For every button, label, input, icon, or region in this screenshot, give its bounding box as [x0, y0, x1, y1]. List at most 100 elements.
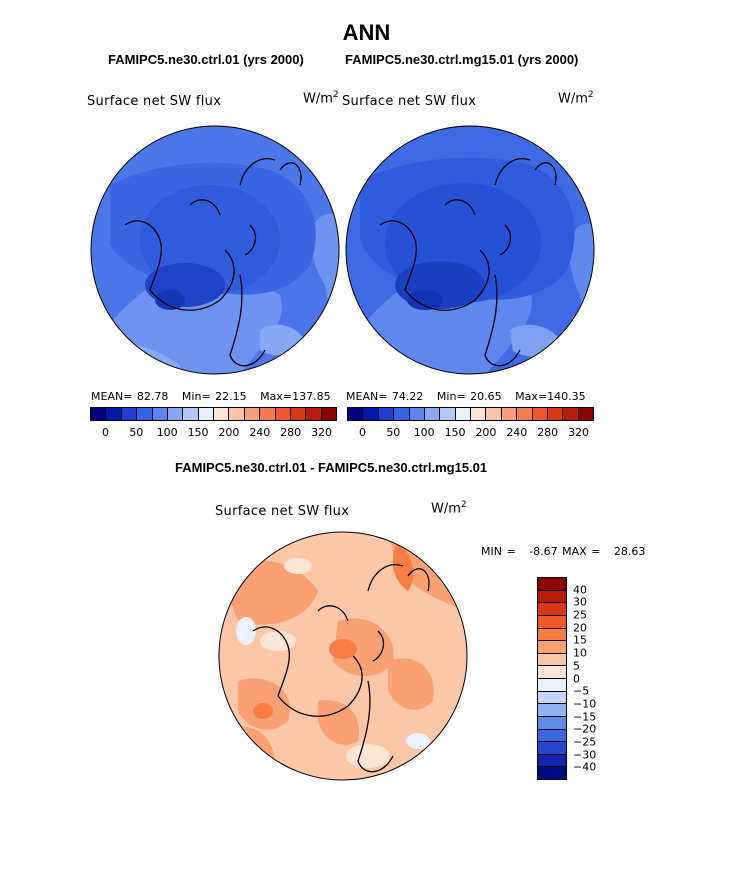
right-colorbar-swatch: [532, 408, 548, 420]
left-colorbar-labels: 0 50 100 150 200 240 280 320: [90, 426, 337, 440]
right-colorbar-swatch: [471, 408, 487, 420]
diff-colorbar-swatch: [538, 716, 566, 730]
diff-colorbar-tick-label: −10: [573, 697, 597, 711]
right-colorbar-swatch: [409, 408, 425, 420]
right-colorbar-tick-label: 150: [444, 426, 466, 439]
right-colorbar-tick-label: 0: [358, 426, 366, 439]
right-polar-map: [345, 125, 595, 375]
diff-colorbar-swatch: [538, 729, 566, 743]
left-colorbar-swatch: [137, 408, 153, 420]
right-colorbar-swatch: [363, 408, 379, 420]
left-colorbar-tick-label: 0: [101, 426, 109, 439]
left-case-label: FAMIPC5.ne30.ctrl.01 (yrs 2000): [108, 52, 304, 67]
right-unit: W/m2: [558, 90, 594, 107]
right-colorbar-labels: 0 50 100 150 200 240 280 320: [347, 426, 594, 440]
left-variable-title: Surface net SW flux: [87, 94, 222, 109]
right-colorbar-tick-label: 240: [506, 426, 528, 439]
diff-colorbar-tick-label: 25: [573, 608, 587, 622]
diff-unit: W/m2: [431, 500, 467, 517]
diff-colorbar-tick-label: 20: [573, 621, 587, 635]
left-colorbar-tick-label: 200: [218, 426, 240, 439]
left-colorbar-tick-label: 320: [311, 426, 333, 439]
left-colorbar-swatch: [244, 408, 261, 420]
right-colorbar: [347, 407, 594, 421]
right-colorbar-swatch: [424, 408, 441, 420]
diff-colorbar-tick-label: 30: [573, 595, 587, 609]
left-colorbar-swatch: [321, 408, 336, 420]
diff-colorbar-swatch: [538, 679, 566, 692]
diff-colorbar-swatch: [538, 590, 566, 604]
left-colorbar-swatch: [106, 408, 122, 420]
diff-colorbar-swatch: [538, 653, 566, 667]
diff-colorbar-swatch: [538, 641, 566, 654]
diff-colorbar-swatch: [538, 603, 566, 616]
diff-colorbar-swatch: [538, 615, 566, 629]
right-colorbar-swatch: [517, 408, 533, 420]
right-colorbar-swatch: [486, 408, 502, 420]
left-colorbar-swatch: [198, 408, 214, 420]
left-colorbar-tick-label: 280: [280, 426, 302, 439]
right-colorbar-swatch: [563, 408, 579, 420]
right-colorbar-tick-label: 200: [475, 426, 497, 439]
right-colorbar-swatch: [547, 408, 564, 420]
left-colorbar-tick-label: 240: [249, 426, 271, 439]
right-colorbar-swatch: [440, 408, 456, 420]
diff-colorbar-tick-label: −40: [573, 760, 597, 774]
left-colorbar-swatch: [121, 408, 138, 420]
left-colorbar-swatch: [183, 408, 199, 420]
diff-colorbar-swatch: [538, 742, 566, 755]
right-colorbar-swatch: [578, 408, 593, 420]
left-colorbar-swatch: [290, 408, 307, 420]
diff-colorbar-tick-label: −30: [573, 748, 597, 762]
diff-colorbar-tick-label: −20: [573, 722, 597, 736]
left-colorbar-swatch: [260, 408, 276, 420]
diff-colorbar-tick-label: 0: [573, 672, 580, 685]
left-colorbar-tick-label: 50: [129, 426, 144, 439]
left-colorbar-swatch: [152, 408, 168, 420]
right-colorbar-tick-label: 320: [568, 426, 590, 439]
left-colorbar-swatch: [214, 408, 230, 420]
left-colorbar-swatch: [275, 408, 291, 420]
right-stats: MEAN= 74.22 Min= 20.65 Max=140.35: [346, 390, 586, 403]
diff-colorbar-swatch: [538, 691, 566, 705]
figure-title: ANN: [342, 20, 391, 45]
right-colorbar-swatch: [394, 408, 410, 420]
diff-colorbar-swatch: [538, 666, 566, 679]
left-colorbar-tick-label: 100: [156, 426, 178, 439]
diff-colorbar-tick-label: 40: [573, 583, 587, 597]
diff-colorbar-tick-label: −5: [573, 684, 590, 698]
left-colorbar-swatch: [306, 408, 322, 420]
diff-variable-title: Surface net SW flux: [215, 504, 350, 519]
right-colorbar-swatch: [378, 408, 395, 420]
left-colorbar: [90, 407, 337, 421]
left-colorbar-swatch: [91, 408, 107, 420]
left-colorbar-swatch: [167, 408, 184, 420]
diff-colorbar-swatch: [538, 578, 566, 591]
right-colorbar-swatch: [348, 408, 364, 420]
left-polar-map: [90, 125, 340, 375]
right-colorbar-tick-label: 280: [537, 426, 559, 439]
right-colorbar-swatch: [501, 408, 518, 420]
left-colorbar-tick-label: 150: [187, 426, 209, 439]
right-colorbar-tick-label: 100: [413, 426, 435, 439]
diff-colorbar-tick-label: −25: [573, 735, 597, 749]
diff-colorbar: [537, 577, 567, 780]
diff-colorbar-tick-label: −15: [573, 710, 597, 724]
right-variable-title: Surface net SW flux: [342, 94, 477, 109]
left-colorbar-swatch: [229, 408, 245, 420]
left-unit: W/m2: [303, 90, 339, 107]
right-colorbar-tick-label: 50: [386, 426, 401, 439]
right-colorbar-swatch: [455, 408, 471, 420]
diff-colorbar-swatch: [538, 754, 566, 768]
right-case-label: FAMIPC5.ne30.ctrl.mg15.01 (yrs 2000): [345, 52, 579, 67]
left-stats: MEAN= 82.78 Min= 22.15 Max=137.85: [91, 390, 331, 403]
diff-colorbar-swatch: [538, 628, 566, 642]
diff-case-label: FAMIPC5.ne30.ctrl.01 - FAMIPC5.ne30.ctrl…: [175, 460, 488, 475]
diff-colorbar-tick-label: 15: [573, 633, 587, 647]
diff-colorbar-tick-label: 10: [573, 646, 587, 660]
diff-colorbar-swatch: [538, 704, 566, 717]
diff-minmax: MIN = -8.67 MAX = 28.63: [481, 545, 646, 558]
diff-polar-map: [218, 531, 468, 781]
diff-colorbar-swatch: [538, 767, 566, 779]
diff-colorbar-tick-label: 5: [573, 659, 580, 673]
